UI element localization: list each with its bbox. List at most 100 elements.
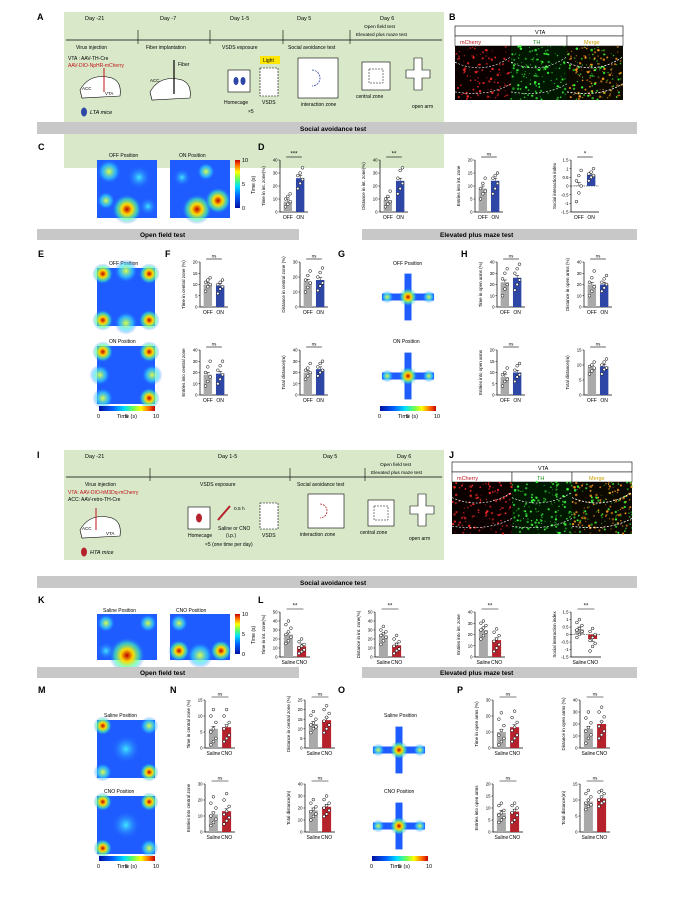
data-point (297, 646, 301, 650)
data-point (322, 730, 326, 735)
data-point (394, 642, 399, 647)
heatmap-label-cno-social: CNO Position (176, 608, 207, 614)
data-point (309, 809, 313, 814)
data-point (222, 714, 226, 718)
data-point (386, 194, 390, 199)
data-point (299, 644, 304, 648)
data-point (493, 186, 497, 191)
data-point (224, 809, 229, 813)
colorbar-tick: 10 (242, 158, 248, 164)
bar-chart-h1: 0 10 20 30 40 Time in open arms (%) OFF ON ns (478, 254, 525, 316)
significance-label: ns (312, 254, 318, 259)
top-day-3: Day 1-5 (230, 16, 249, 22)
y-tick-label: 20 (577, 282, 582, 287)
y-axis-label: Total distance(m) (561, 790, 566, 825)
data-point (308, 269, 312, 273)
data-point (586, 736, 591, 741)
light-badge (260, 56, 280, 64)
data-point (484, 630, 488, 634)
top-virus-2: AAV-DIO-NpHR-mCherry (68, 63, 125, 69)
micro-channel-th-top: TH (533, 40, 540, 46)
data-point (327, 711, 331, 716)
data-point (209, 823, 213, 828)
light-label: Light (263, 58, 274, 64)
y-tick-label: 0 (195, 393, 198, 398)
data-point (577, 626, 582, 631)
x-tick-label: OFF (203, 398, 213, 404)
bottom-acc-label: ACC (82, 526, 92, 531)
significance-label: ns (318, 776, 324, 781)
bottom-day-2: Day 1-5 (218, 454, 237, 460)
data-point (592, 269, 596, 273)
colorbar-epm-top: 0 5 10 Time (s) (378, 406, 440, 420)
y-axis-label: Distance in open arms (%) (561, 697, 566, 751)
heatmap-label-cno-epm: CNO Position (384, 789, 415, 795)
data-point (379, 642, 383, 647)
brain-icon (79, 76, 121, 99)
data-point (602, 367, 606, 372)
x-tick-label: CNO (491, 660, 502, 666)
data-point (513, 368, 517, 372)
colorbar-label: Time (s) (251, 626, 257, 644)
y-tick-label: 0 (488, 830, 491, 835)
bar-chart-n1: 0 5 10 15 Time in central zone (%) Saline CNO n… (186, 692, 235, 757)
data-point (602, 360, 606, 364)
data-point (600, 289, 604, 293)
significance-label: ns (593, 692, 599, 697)
bar-on (512, 372, 522, 395)
bottom-virus-1: VTA: AAV-DIO-hM3Dq-mCherry (68, 490, 139, 496)
data-point (584, 801, 588, 805)
data-point (479, 637, 483, 641)
bar-chart-n2: 0 5 10 15 20 25 Distance in central zone (%) Sa… (286, 692, 335, 757)
data-point (584, 791, 588, 796)
brain-fiber-icon (149, 78, 191, 101)
data-point (203, 289, 208, 293)
y-tick-label: 40 (490, 260, 495, 265)
data-point (381, 624, 386, 629)
bar-saline (308, 810, 318, 832)
x-tick-label: CNO (321, 751, 332, 757)
x-tick-label: Saline (476, 660, 490, 666)
y-axis-label: Distance in central zone (%) (286, 695, 291, 752)
data-point (515, 267, 519, 271)
bottom-day6-test-1: Open field test (380, 462, 412, 468)
data-point (220, 373, 225, 377)
y-tick-label: 10 (298, 726, 303, 731)
heatmap-label-off-epm: OFF Position (393, 261, 422, 267)
y-tick-label: 0 (370, 655, 373, 660)
y-tick-label: 15 (468, 171, 473, 176)
y-tick-label: -0.5 (561, 192, 569, 197)
data-point (211, 795, 216, 799)
data-point (575, 620, 579, 625)
social-arena-icon-bottom (307, 493, 345, 529)
data-point (587, 364, 592, 369)
data-point (322, 707, 326, 712)
data-point (587, 372, 592, 376)
bottom-step-1: Virus injection (85, 482, 116, 488)
data-point (592, 285, 596, 289)
data-point (499, 728, 504, 733)
data-point (220, 278, 225, 282)
x-tick-label: OFF (303, 310, 313, 316)
bar-saline (283, 634, 293, 657)
data-point (497, 813, 501, 817)
data-point (497, 733, 501, 737)
data-point (384, 635, 388, 639)
data-point (311, 797, 316, 802)
x-tick-label: ON (296, 215, 304, 221)
data-point (599, 795, 604, 799)
bar-chart-p2: 0 10 20 30 40 Distance in open arms (%) Saline… (561, 692, 610, 757)
data-point (288, 192, 292, 196)
y-tick-label: 20 (468, 632, 473, 637)
section-title-epm-bottom: Elevated plus maze test (440, 670, 514, 677)
data-point (588, 649, 592, 653)
y-tick-label: -1 (565, 201, 569, 206)
x-tick-label: OFF (478, 215, 488, 221)
plus-maze-icon-bottom (409, 493, 435, 527)
data-point (320, 368, 325, 372)
data-point (599, 733, 604, 737)
data-point (311, 807, 316, 811)
lta-mice-label: LTA mice (90, 110, 112, 116)
bottom-step-3: Social avoidance test (297, 482, 345, 488)
data-point (289, 635, 293, 639)
